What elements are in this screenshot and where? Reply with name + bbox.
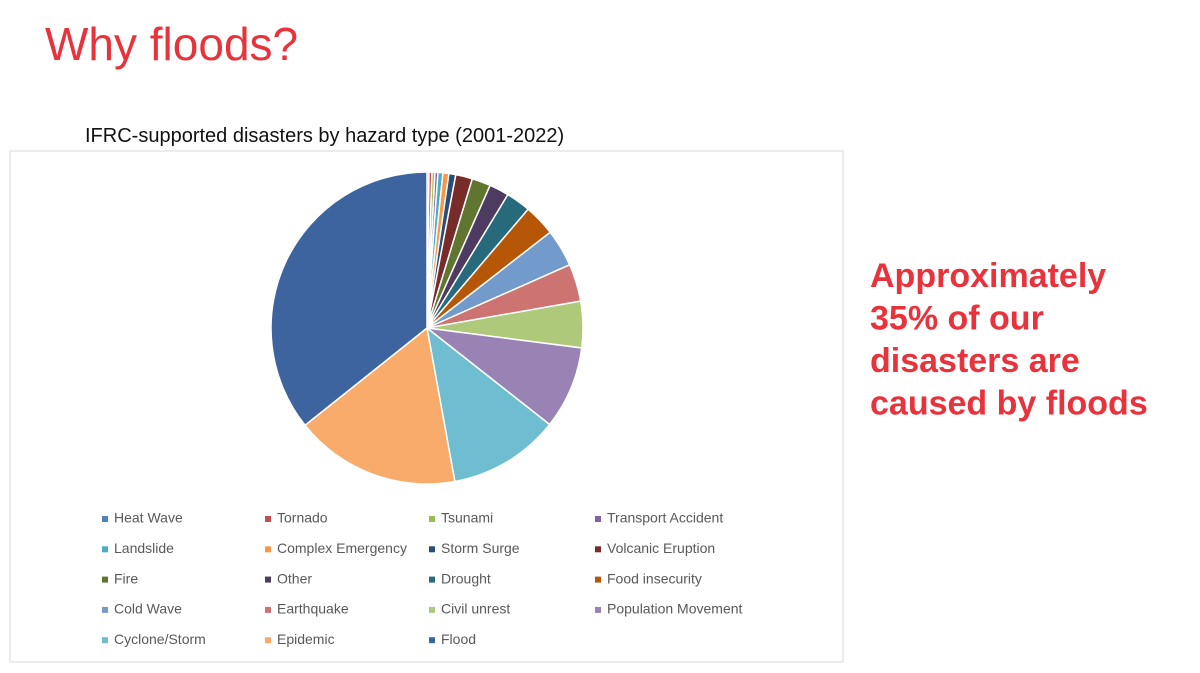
legend-label: Cyclone/Storm [114,631,206,647]
pie-slice [425,326,551,483]
pie-slice [303,326,456,485]
legend-label: Heat Wave [114,510,183,526]
legend-marker [102,637,108,644]
legend-marker [102,576,108,583]
callout-line: 35% of our [870,300,1044,338]
callout-line: disasters are [870,342,1080,380]
legend-marker [429,576,435,583]
slide-title: Why floods? [45,18,298,70]
legend-marker [102,606,108,613]
callout-line: Approximately [870,257,1106,295]
legend-marker [429,637,435,644]
legend-marker [429,546,435,553]
legend-label: Flood [441,631,476,647]
callout: Approximately 35% of our disasters are caus… [870,257,1148,423]
legend-label: Landslide [114,540,174,556]
chart-title: IFRC-supported disasters by hazard type … [85,125,564,147]
legend-label: Fire [114,570,138,586]
legend-marker [429,606,435,613]
legend-marker [595,516,601,522]
legend-marker [265,637,271,644]
legend-label: Tornado [277,510,328,526]
legend-label: Transport Accident [607,510,723,526]
legend-marker [429,516,435,522]
pie-slice [270,171,428,427]
legend-marker [595,606,601,613]
legend-label: Food insecurity [607,570,702,586]
legend-label: Epidemic [277,631,335,647]
legend-marker [595,546,601,553]
legend-marker [265,606,271,613]
legend-marker [595,576,601,583]
legend-marker [265,576,271,583]
legend-marker [102,516,108,522]
legend-label: Storm Surge [441,540,520,556]
legend-marker [265,516,271,522]
legend-label: Drought [441,570,491,586]
pie-slice [424,326,583,426]
callout-line: caused by floods [870,385,1148,423]
legend-label: Volcanic Eruption [607,540,715,556]
legend-label: Other [277,570,312,586]
legend-marker [102,546,108,553]
legend-label: Cold Wave [114,601,182,617]
legend-label: Civil unrest [441,601,510,617]
legend-marker [265,546,271,553]
legend-label: Population Movement [607,601,743,617]
legend-label: Tsunami [441,510,493,526]
legend-label: Complex Emergency [277,540,407,556]
legend-label: Earthquake [277,601,349,617]
